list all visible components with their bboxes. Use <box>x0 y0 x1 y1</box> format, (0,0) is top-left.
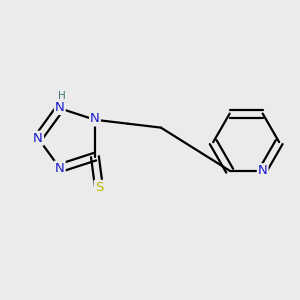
Text: S: S <box>95 181 103 194</box>
Text: N: N <box>55 162 65 175</box>
Text: N: N <box>33 132 43 145</box>
Text: N: N <box>90 112 100 125</box>
Text: N: N <box>258 164 268 177</box>
Text: H: H <box>58 91 65 101</box>
Text: N: N <box>55 101 65 114</box>
